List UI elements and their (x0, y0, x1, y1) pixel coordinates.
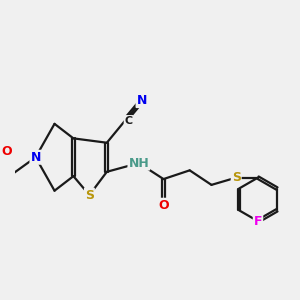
Text: F: F (254, 215, 262, 228)
Text: S: S (85, 189, 94, 202)
Text: C: C (124, 116, 133, 126)
Text: N: N (136, 94, 147, 107)
Text: S: S (232, 171, 241, 184)
Text: N: N (30, 151, 41, 164)
Text: O: O (158, 199, 169, 212)
Text: NH: NH (128, 157, 149, 169)
Text: O: O (1, 145, 12, 158)
